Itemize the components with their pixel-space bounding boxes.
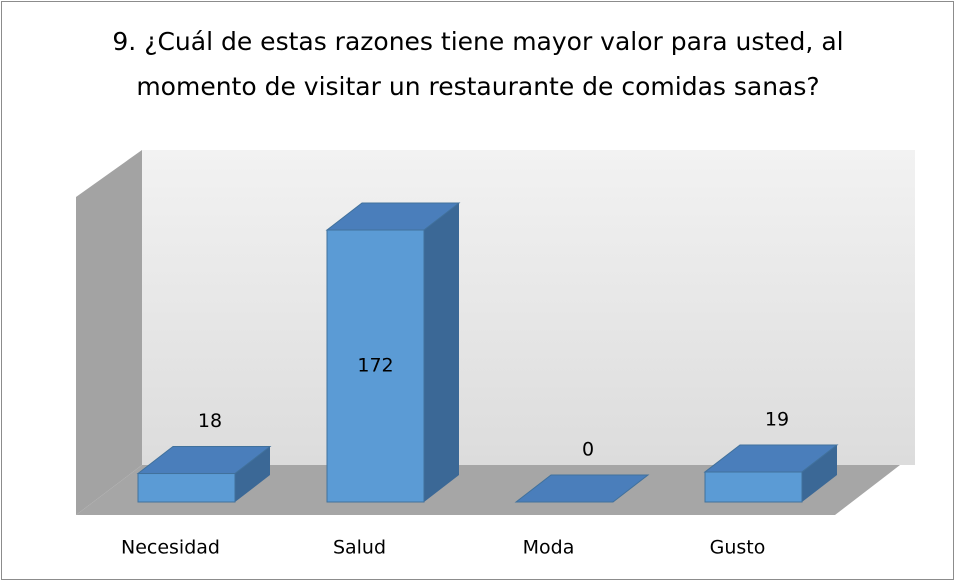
data-label: 18 — [198, 410, 222, 432]
bar-side — [235, 446, 270, 502]
bar-top — [136, 446, 272, 475]
bar-top — [703, 444, 839, 473]
bar — [704, 471, 803, 503]
x-tick-label: Gusto — [710, 537, 766, 559]
side-wall — [76, 150, 142, 515]
floor — [76, 465, 900, 515]
data-label: 0 — [582, 439, 594, 461]
x-tick-label: Salud — [333, 537, 386, 559]
bar — [326, 229, 425, 503]
data-label: 19 — [765, 408, 789, 430]
bar — [137, 473, 236, 503]
chart-title: 9. ¿Cuál de estas razones tiene mayor va… — [112, 27, 843, 101]
data-label: 172 — [357, 355, 393, 377]
bar-top — [325, 202, 461, 231]
x-tick-label: Moda — [523, 537, 575, 559]
bar-side — [802, 444, 837, 502]
bar-side — [424, 203, 459, 502]
x-tick-label: Necesidad — [121, 537, 220, 559]
back-wall — [142, 150, 915, 465]
bar-top — [514, 474, 650, 503]
